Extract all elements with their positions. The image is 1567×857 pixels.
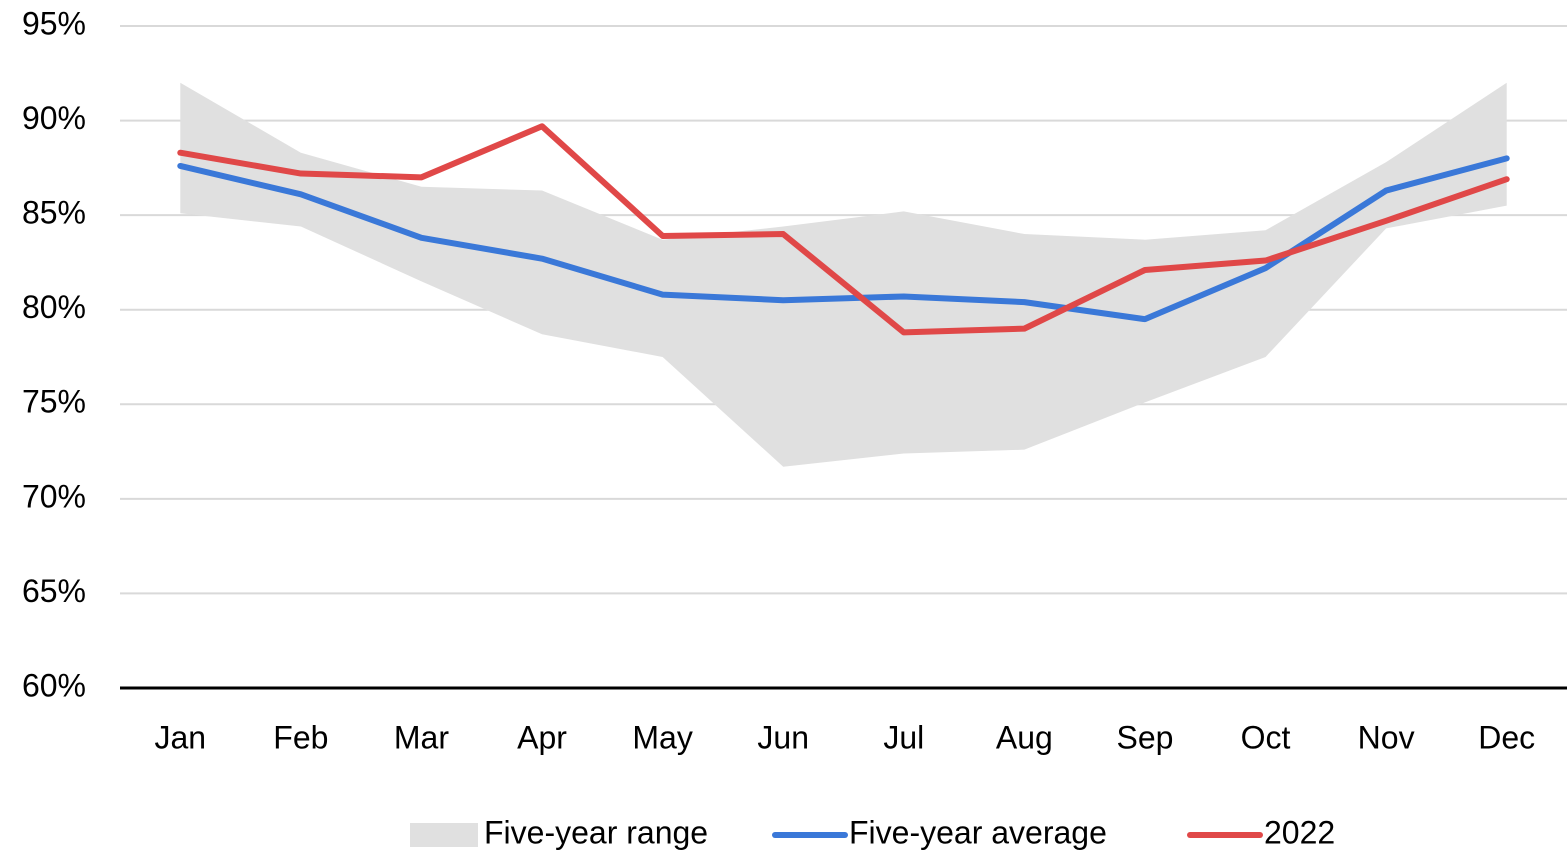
y-tick-label: 80% [22,289,86,325]
x-tick-label: Mar [394,719,449,755]
x-tick-label: Aug [996,719,1053,755]
x-tick-label: Nov [1358,719,1415,755]
x-tick-label: Jul [883,719,924,755]
range-band [180,82,1507,467]
line-series [177,123,1510,336]
x-tick-label: Jan [154,719,206,755]
x-tick-label: Apr [517,719,567,755]
legend-label: 2022 [1264,814,1335,850]
x-tick-label: Jun [757,719,809,755]
y-tick-label: 90% [22,100,86,136]
legend-swatch [410,823,478,847]
x-tick-label: Oct [1241,719,1291,755]
x-tick-label: Feb [273,719,328,755]
y-tick-label: 75% [22,384,86,420]
x-tick-label: Dec [1478,719,1535,755]
x-tick-label: Sep [1116,719,1173,755]
y-tick-label: 65% [22,573,86,609]
legend-label: Five-year average [849,814,1107,850]
legend-label: Five-year range [484,814,708,850]
y-tick-label: 95% [22,5,86,41]
x-tick-label: May [632,719,692,755]
y-tick-label: 70% [22,478,86,514]
y-tick-label: 60% [22,667,86,703]
y-tick-label: 85% [22,195,86,231]
